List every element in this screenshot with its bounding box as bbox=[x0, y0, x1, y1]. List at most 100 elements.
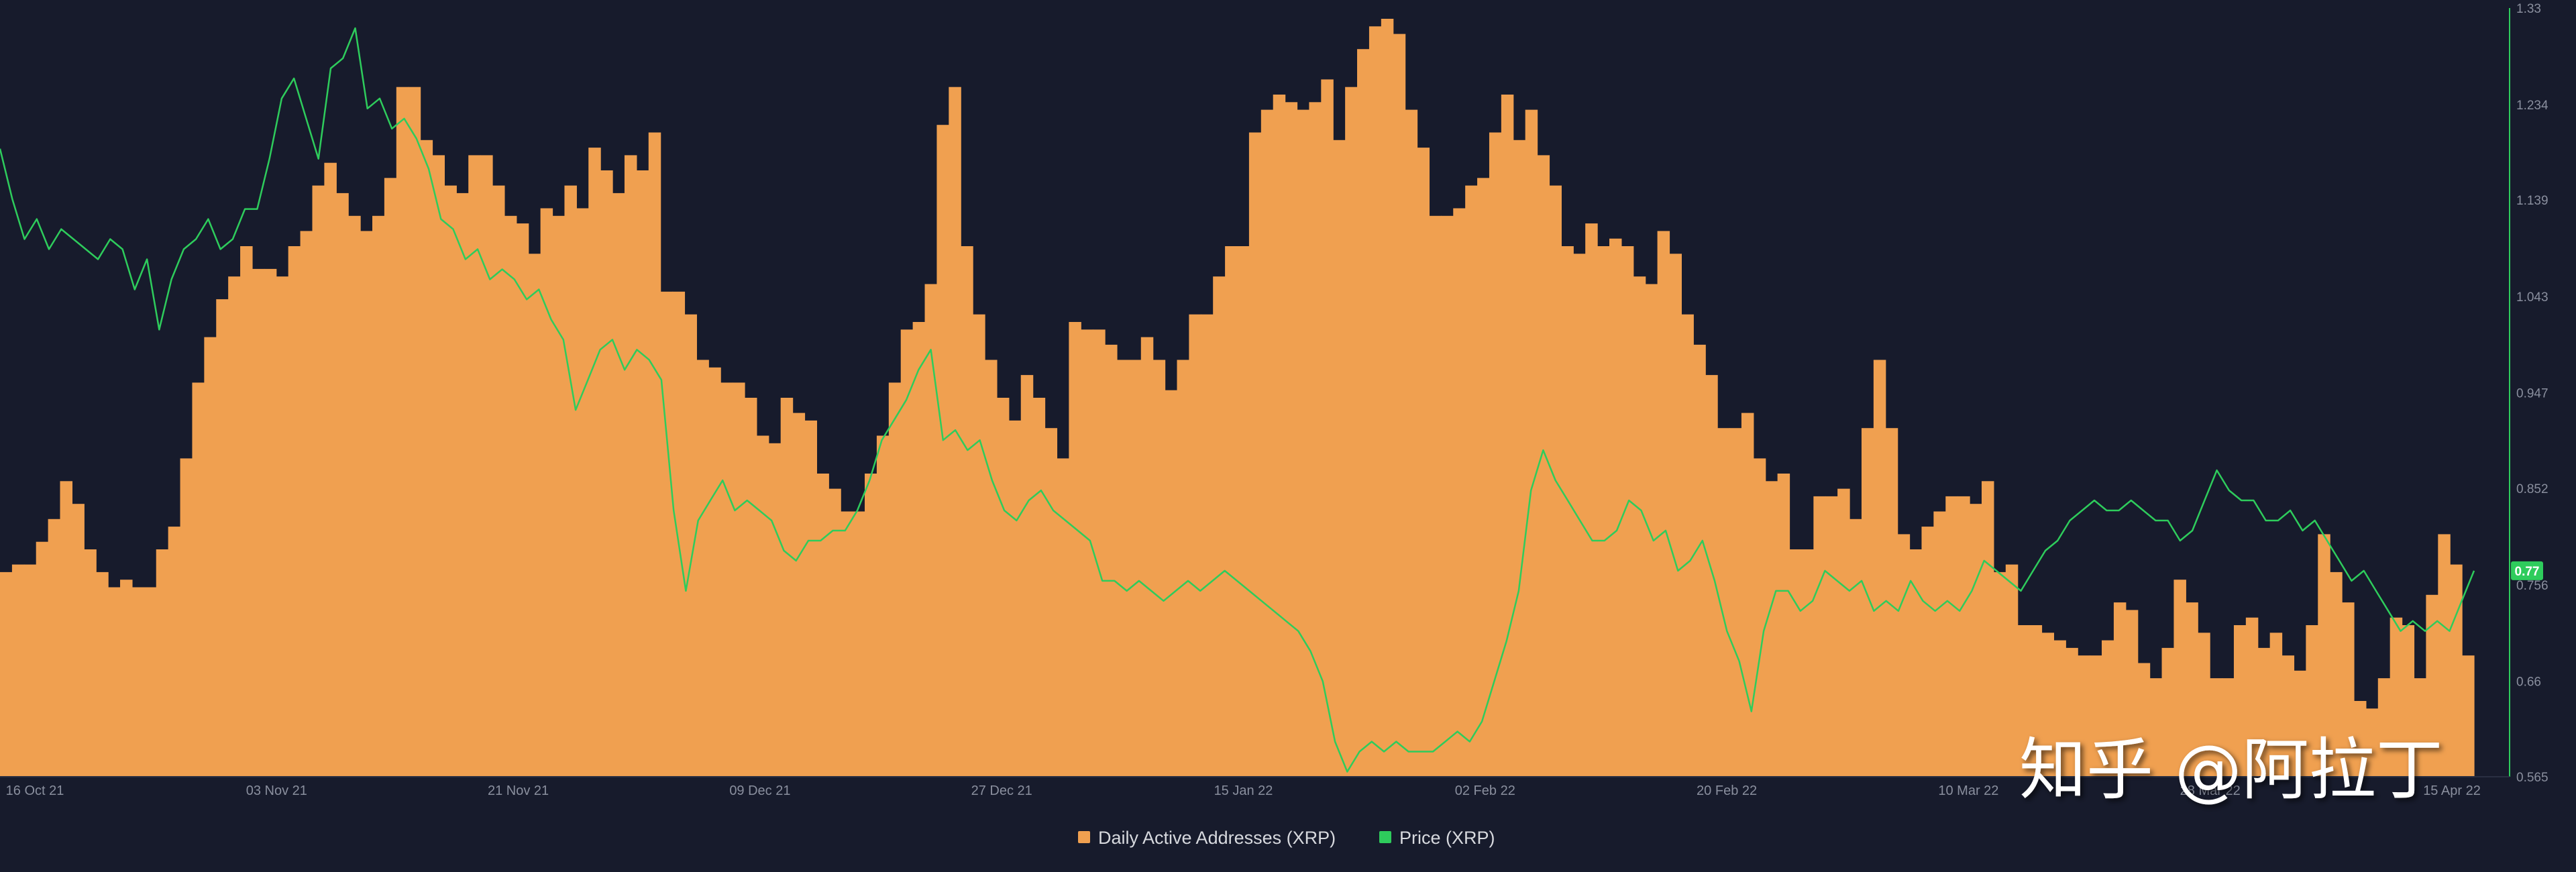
bar-daily-active-addresses bbox=[240, 246, 253, 777]
y-tick-label: 1.043 bbox=[2516, 290, 2548, 305]
bar-daily-active-addresses bbox=[156, 549, 169, 777]
bar-daily-active-addresses bbox=[228, 276, 241, 777]
bar-daily-active-addresses bbox=[1633, 276, 1646, 777]
bar-daily-active-addresses bbox=[2282, 655, 2295, 777]
bar-daily-active-addresses bbox=[1741, 413, 1754, 777]
bar-daily-active-addresses bbox=[1513, 140, 1526, 777]
bar-daily-active-addresses bbox=[2017, 625, 2031, 777]
bar-daily-active-addresses bbox=[1333, 140, 1346, 777]
legend-swatch-price bbox=[1379, 831, 1391, 843]
bar-daily-active-addresses bbox=[660, 291, 674, 777]
bar-daily-active-addresses bbox=[1933, 511, 1946, 777]
bar-daily-active-addresses bbox=[1345, 87, 1358, 777]
bar-daily-active-addresses bbox=[2390, 617, 2403, 777]
bar-daily-active-addresses bbox=[1777, 474, 1790, 777]
legend-label-price: Price (XRP) bbox=[1399, 828, 1495, 848]
bar-daily-active-addresses bbox=[648, 132, 661, 777]
bar-daily-active-addresses bbox=[696, 360, 709, 777]
bar-daily-active-addresses bbox=[841, 511, 853, 777]
bar-daily-active-addresses bbox=[2222, 678, 2235, 777]
bar-daily-active-addresses bbox=[636, 170, 649, 777]
bar-daily-active-addresses bbox=[612, 193, 625, 777]
bar-daily-active-addresses bbox=[504, 215, 517, 777]
bar-daily-active-addresses bbox=[252, 268, 265, 777]
bar-daily-active-addresses bbox=[204, 337, 217, 777]
bar-daily-active-addresses bbox=[1597, 246, 1610, 777]
bar-daily-active-addresses bbox=[792, 413, 806, 777]
bar-daily-active-addresses bbox=[2306, 625, 2318, 777]
y-tick-label: 1.139 bbox=[2516, 194, 2548, 208]
bar-daily-active-addresses bbox=[1285, 102, 1298, 777]
bar-daily-active-addresses bbox=[1861, 428, 1874, 777]
bar-daily-active-addresses bbox=[1669, 254, 1682, 777]
bar-daily-active-addresses bbox=[1909, 549, 1923, 777]
y-tick-label: 0.66 bbox=[2516, 675, 2541, 690]
bar-daily-active-addresses bbox=[2210, 678, 2222, 777]
bar-daily-active-addresses bbox=[588, 148, 601, 777]
bar-daily-active-addresses bbox=[192, 382, 205, 777]
bar-daily-active-addresses bbox=[324, 162, 337, 777]
x-tick-label: 15 Jan 22 bbox=[1214, 783, 1273, 798]
bar-daily-active-addresses bbox=[1093, 329, 1106, 777]
bar-daily-active-addresses bbox=[1693, 344, 1706, 777]
bar-daily-active-addresses bbox=[1417, 148, 1430, 777]
bar-daily-active-addresses bbox=[1801, 549, 1814, 777]
bar-daily-active-addresses bbox=[144, 587, 157, 777]
bar-daily-active-addresses bbox=[1405, 109, 1418, 777]
x-tick-label: 02 Feb 22 bbox=[1455, 783, 1515, 798]
bar-daily-active-addresses bbox=[1993, 571, 2006, 777]
bar-daily-active-addresses bbox=[300, 231, 313, 777]
bar-daily-active-addresses bbox=[312, 185, 325, 777]
bar-daily-active-addresses bbox=[1645, 284, 1658, 777]
bar-daily-active-addresses bbox=[1213, 276, 1226, 777]
x-tick-label: 27 Dec 21 bbox=[971, 783, 1032, 798]
x-tick-label: 21 Nov 21 bbox=[488, 783, 549, 798]
bar-daily-active-addresses bbox=[1477, 178, 1490, 777]
bar-daily-active-addresses bbox=[2245, 617, 2259, 777]
bar-daily-active-addresses bbox=[1621, 246, 1634, 777]
bar-daily-active-addresses bbox=[456, 193, 469, 777]
bar-daily-active-addresses bbox=[2342, 602, 2355, 777]
bar-daily-active-addresses bbox=[733, 382, 745, 777]
bar-daily-active-addresses bbox=[2090, 655, 2102, 777]
bar-daily-active-addresses bbox=[1152, 360, 1166, 777]
bar-daily-active-addresses bbox=[1609, 238, 1622, 777]
y-tick-label: 0.756 bbox=[2516, 579, 2548, 593]
bar-daily-active-addresses bbox=[276, 276, 289, 777]
bar-daily-active-addresses bbox=[180, 458, 193, 777]
y-tick-label: 1.33 bbox=[2516, 2, 2541, 16]
bar-daily-active-addresses bbox=[1081, 329, 1093, 777]
bar-daily-active-addresses bbox=[853, 511, 865, 777]
bar-daily-active-addresses bbox=[2029, 625, 2043, 777]
bar-daily-active-addresses bbox=[2005, 564, 2019, 777]
bar-daily-active-addresses bbox=[48, 519, 61, 777]
bar-daily-active-addresses bbox=[2161, 647, 2175, 777]
price-line bbox=[0, 27, 2475, 773]
bar-daily-active-addresses bbox=[1116, 360, 1130, 777]
x-tick-label: 09 Dec 21 bbox=[729, 783, 790, 798]
bar-daily-active-addresses bbox=[1573, 254, 1586, 777]
bar-daily-active-addresses bbox=[2353, 701, 2367, 777]
bar-daily-active-addresses bbox=[865, 474, 877, 777]
bar-daily-active-addresses bbox=[360, 231, 373, 777]
bar-daily-active-addresses bbox=[2198, 633, 2210, 777]
bar-daily-active-addresses bbox=[1825, 496, 1838, 777]
bar-daily-active-addresses bbox=[1177, 360, 1189, 777]
bar-daily-active-addresses bbox=[1057, 458, 1069, 777]
bar-daily-active-addresses bbox=[912, 322, 926, 777]
y-tick-label: 1.234 bbox=[2516, 99, 2548, 113]
bar-daily-active-addresses bbox=[949, 87, 961, 777]
bar-daily-active-addresses bbox=[1957, 496, 1970, 777]
bar-daily-active-addresses bbox=[2149, 678, 2163, 777]
bar-daily-active-addresses bbox=[1321, 79, 1334, 777]
bar-daily-active-addresses bbox=[576, 208, 589, 777]
bar-daily-active-addresses bbox=[2426, 594, 2438, 777]
legend: Daily Active Addresses (XRP) Price (XRP) bbox=[1078, 828, 1495, 848]
bar-daily-active-addresses bbox=[0, 571, 13, 777]
bar-daily-active-addresses bbox=[1225, 246, 1238, 777]
bar-daily-active-addresses bbox=[552, 215, 566, 777]
bar-daily-active-addresses bbox=[1705, 375, 1718, 777]
current-price-label: 0.77 bbox=[2515, 565, 2540, 579]
x-tick-label: 16 Oct 21 bbox=[6, 783, 64, 798]
bar-daily-active-addresses bbox=[564, 185, 577, 777]
